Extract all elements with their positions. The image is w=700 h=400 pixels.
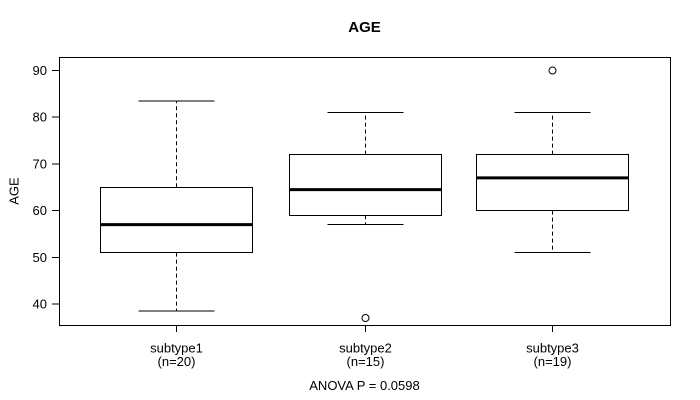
boxplot-group-subtype3 [476,66,629,254]
y-tick-label: 40 [33,296,47,311]
group-label: subtype1 [150,341,203,356]
group-sublabel: (n=20) [158,354,196,369]
outlier-point [361,313,370,322]
group-sublabel: (n=19) [534,354,572,369]
chart-title: AGE [348,19,381,36]
y-tick-label: 60 [33,203,47,218]
iqr-box [100,186,253,254]
iqr-box [289,154,442,216]
anova-p-label: ANOVA P = 0.0598 [309,378,420,393]
group-sublabel: (n=15) [347,354,385,369]
y-tick-label: 70 [33,156,47,171]
boxplot-group-subtype1 [100,100,253,312]
group-label: subtype2 [339,341,392,356]
outlier-point [548,66,557,75]
iqr-box [476,154,629,212]
y-tick-label: 50 [33,250,47,265]
y-tick-label: 90 [33,63,47,78]
y-tick-label: 80 [33,110,47,125]
boxplot-group-subtype2 [289,112,442,322]
group-label: subtype3 [526,341,579,356]
